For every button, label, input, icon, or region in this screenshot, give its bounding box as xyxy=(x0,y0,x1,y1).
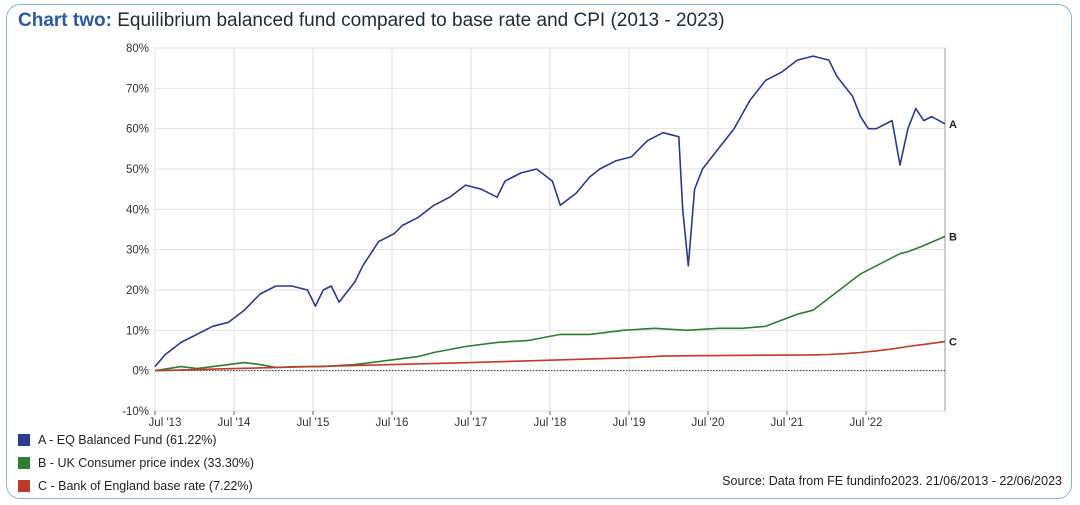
source-note: Source: Data from FE fundinfo2023. 21/06… xyxy=(722,474,1062,488)
y-tick-label: 0% xyxy=(132,366,149,378)
y-tick-label: 50% xyxy=(126,164,149,176)
x-axis: Jul '13 Jul '14 Jul '15 Jul '16 Jul '17 Jul '… xyxy=(149,411,883,429)
y-tick-label: 30% xyxy=(126,245,149,257)
x-tick-label: Jul '18 xyxy=(534,417,567,429)
grid xyxy=(154,47,945,412)
x-tick-label: Jul '16 xyxy=(376,417,409,429)
series-end-label-a: A xyxy=(949,119,957,131)
x-tick-label: Jul '13 xyxy=(149,417,182,429)
series-line-c xyxy=(154,340,946,372)
chart-title: Chart two: Equilibrium balanced fund com… xyxy=(18,10,725,32)
chart-title-text: Equilibrium balanced fund compared to ba… xyxy=(117,10,725,31)
legend-swatch-a xyxy=(18,434,30,446)
legend-swatch-b xyxy=(18,457,30,469)
line-chart: -10%0%10%20%30%40%50%60%70%80% Jul '13 Ju… xyxy=(122,43,957,429)
y-tick-label: 10% xyxy=(126,325,149,337)
y-tick-label: 60% xyxy=(126,124,149,136)
legend-item-b: B - UK Consumer price index (33.30%) xyxy=(18,456,254,470)
chart-frame xyxy=(6,4,1072,499)
legend-item-c: C - Bank of England base rate (7.22%) xyxy=(18,479,253,493)
x-tick-label: Jul '22 xyxy=(850,417,883,429)
x-tick-label: Jul '17 xyxy=(455,417,488,429)
series-line-a xyxy=(154,55,946,368)
x-tick-label: Jul '20 xyxy=(692,417,725,429)
legend-label-a: A - EQ Balanced Fund (61.22%) xyxy=(38,433,217,447)
x-tick-label: Jul '14 xyxy=(218,417,251,429)
series-group: A B C xyxy=(154,55,957,372)
chart-title-lead: Chart two: xyxy=(18,10,112,31)
legend-label-b: B - UK Consumer price index (33.30%) xyxy=(38,456,255,470)
y-tick-label: 70% xyxy=(126,83,149,95)
legend-label-c: C - Bank of England base rate (7.22%) xyxy=(38,479,253,493)
y-tick-label: 40% xyxy=(126,204,149,216)
x-tick-label: Jul '21 xyxy=(771,417,804,429)
y-tick-label: 20% xyxy=(126,285,149,297)
y-axis: -10% 0% 10% 20% 30% 40% 50% 60% 70% 80% xyxy=(122,43,149,418)
series-end-label-b: B xyxy=(949,231,957,243)
series-end-label-c: C xyxy=(949,337,957,349)
y-tick-label: 80% xyxy=(126,43,149,55)
legend-swatch-c xyxy=(18,480,30,492)
y-tick-label: -10% xyxy=(122,406,149,418)
x-tick-label: Jul '19 xyxy=(613,417,646,429)
legend-item-a: A - EQ Balanced Fund (61.22%) xyxy=(18,433,217,447)
x-tick-label: Jul '15 xyxy=(297,417,330,429)
